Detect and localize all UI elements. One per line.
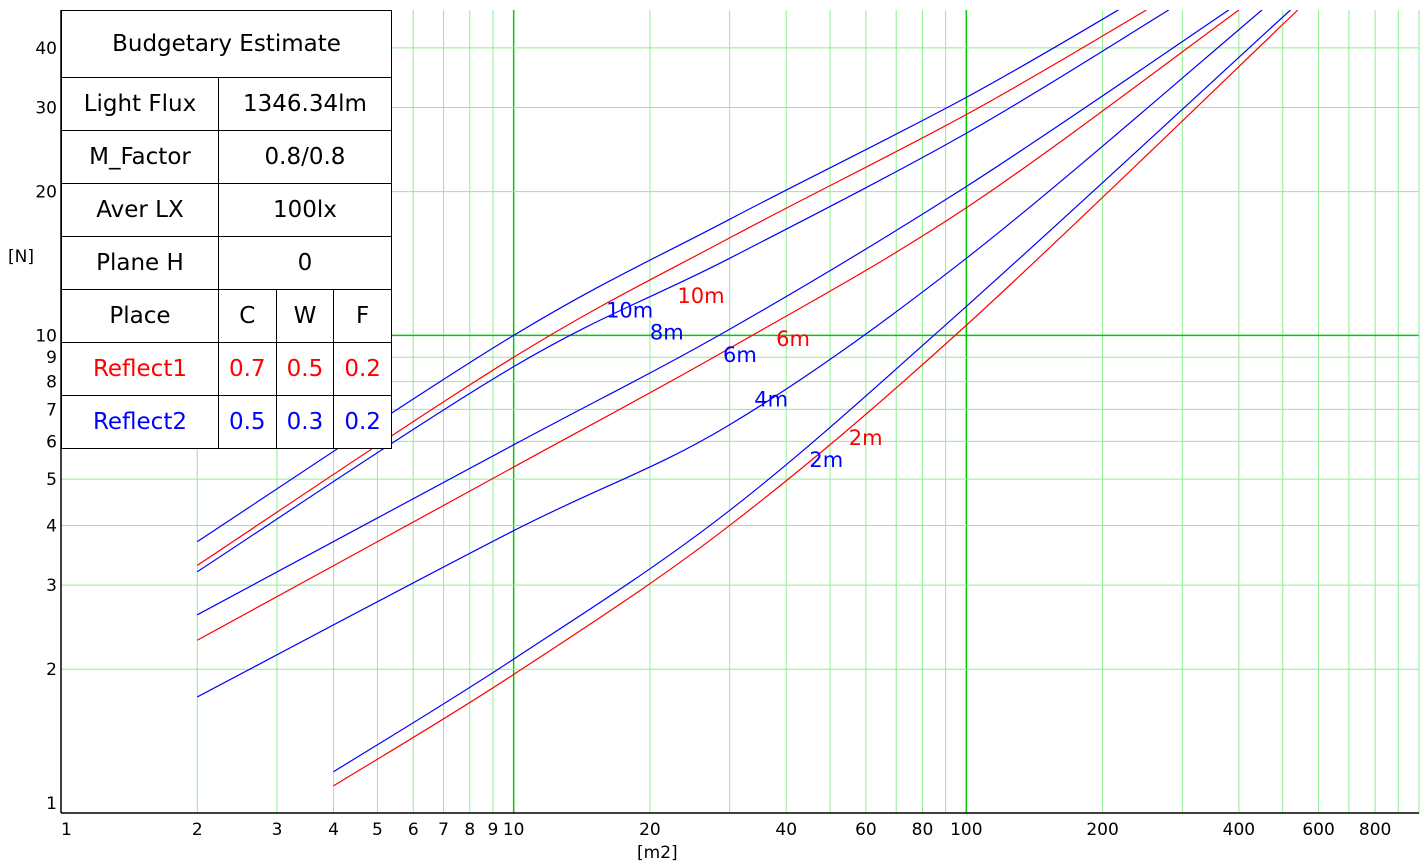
- y-tick-label: 9: [46, 348, 57, 368]
- y-tick-label: 10: [35, 326, 57, 346]
- reflect1-wall: 0.5: [275, 342, 335, 396]
- x-tick-label: 5: [372, 820, 383, 840]
- x-tick-label: 10: [503, 820, 525, 840]
- x-tick-label: 60: [855, 820, 877, 840]
- x-tick-label: 800: [1359, 820, 1391, 840]
- x-tick-label: 1: [61, 820, 72, 840]
- y-tick-label: 4: [46, 516, 57, 536]
- plane-h-label: Plane H: [61, 236, 219, 290]
- plane-h-value: 0: [217, 236, 393, 290]
- y-tick-label: 6: [46, 432, 57, 452]
- m-factor-label: M_Factor: [61, 130, 219, 184]
- series-line-6m: [196, 10, 1240, 641]
- series-label-8m: 8m: [650, 321, 684, 345]
- x-tick-label: 8: [464, 820, 475, 840]
- y-tick-label: 20: [35, 183, 57, 203]
- aver-lx-value: 100lx: [217, 183, 393, 237]
- x-axis-label: [m2]: [637, 843, 678, 863]
- series-line-6m: [196, 10, 1230, 616]
- ceiling-header: C: [217, 289, 277, 343]
- x-tick-label: 200: [1086, 820, 1118, 840]
- table-title: Budgetary Estimate: [61, 10, 392, 78]
- m-factor-value: 0.8/0.8: [217, 130, 393, 184]
- y-tick-label: 7: [46, 400, 57, 420]
- x-tick-label: 20: [639, 820, 661, 840]
- x-tick-label: 100: [950, 820, 982, 840]
- reflect1-label: Reflect1: [61, 342, 219, 396]
- y-tick-label: 8: [46, 373, 57, 393]
- y-tick-label: 40: [35, 39, 57, 59]
- light-flux-value: 1346.34lm: [217, 77, 393, 131]
- series-line-4m: [196, 10, 1263, 698]
- wall-header: W: [275, 289, 335, 343]
- reflect1-ceiling: 0.7: [217, 342, 277, 396]
- x-tick-label: 80: [912, 820, 934, 840]
- x-tick-label: 7: [438, 820, 449, 840]
- series-line-2m: [333, 10, 1299, 787]
- series-label-6m: 6m: [776, 327, 810, 351]
- grid-lines: [61, 10, 1420, 813]
- y-tick-label: 30: [35, 98, 57, 118]
- reflect2-wall: 0.3: [275, 395, 335, 449]
- x-tick-label: 600: [1302, 820, 1334, 840]
- aver-lx-label: Aver LX: [61, 183, 219, 237]
- series-label-2m: 2m: [809, 448, 843, 472]
- y-axis-label: [N]: [8, 247, 34, 267]
- series-label-10m: 10m: [677, 284, 724, 308]
- y-tick-label: 1: [46, 794, 57, 814]
- series-line-8m: [196, 10, 1170, 573]
- reflect2-label: Reflect2: [61, 395, 219, 449]
- series-line-2m: [333, 10, 1291, 773]
- series-label-2m: 2m: [849, 426, 883, 450]
- reflect2-floor: 0.2: [333, 395, 392, 449]
- x-tick-label: 2: [192, 820, 203, 840]
- y-tick-label: 3: [46, 576, 57, 596]
- reflect1-floor: 0.2: [333, 342, 392, 396]
- light-flux-label: Light Flux: [61, 77, 219, 131]
- budget-estimate-table: Budgetary Estimate Light Flux 1346.34lm …: [61, 10, 393, 449]
- place-label: Place: [61, 289, 219, 343]
- series-label-10m: 10m: [606, 299, 653, 323]
- x-tick-label: 6: [408, 820, 419, 840]
- series-label-6m: 6m: [723, 343, 757, 367]
- y-tick-label: 2: [46, 660, 57, 680]
- reflect2-ceiling: 0.5: [217, 395, 277, 449]
- x-tick-label: 400: [1223, 820, 1255, 840]
- x-tick-label: 4: [328, 820, 339, 840]
- x-tick-label: 9: [488, 820, 499, 840]
- floor-header: F: [333, 289, 392, 343]
- x-tick-label: 3: [272, 820, 283, 840]
- tick-labels: 1 2 3 4 5 6 7 8 9 10 20 40 60 80 100 200 400 600 800123456…: [35, 39, 1391, 840]
- x-tick-label: 40: [775, 820, 797, 840]
- series-label-4m: 4m: [754, 387, 788, 411]
- y-tick-label: 5: [46, 470, 57, 490]
